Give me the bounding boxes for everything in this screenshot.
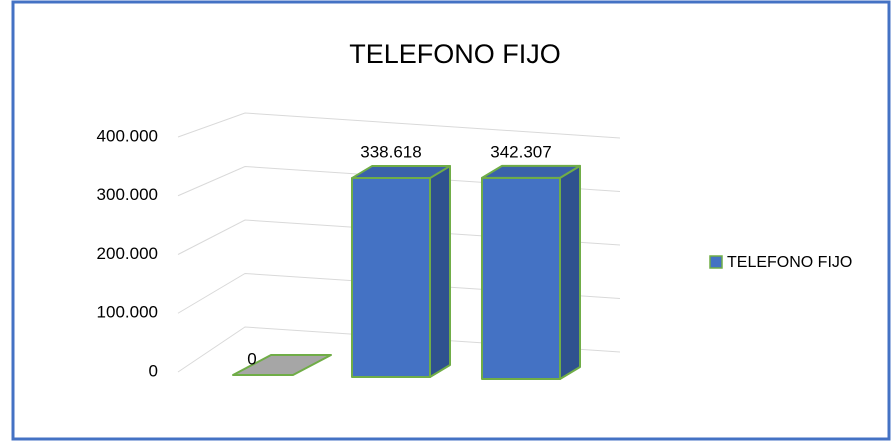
legend-swatch (709, 255, 723, 269)
bar (481, 164, 581, 380)
y-tick-label: 400.000 (97, 126, 158, 145)
chart-title: TELEFONO FIJO (349, 39, 561, 69)
bar-top (232, 354, 332, 376)
bar-front (481, 176, 561, 380)
bar-front (351, 177, 431, 378)
bar-top (481, 164, 581, 179)
y-tick-label: 0 (149, 361, 158, 380)
data-label: 0 (247, 349, 256, 368)
bar-top (351, 165, 451, 180)
bar (232, 354, 332, 376)
data-label: 338.618 (360, 143, 421, 162)
y-tick-label: 200.000 (97, 244, 158, 263)
legend-label: TELEFONO FIJO (727, 254, 852, 271)
grid-line (177, 112, 621, 139)
y-tick-label: 300.000 (97, 185, 158, 204)
y-tick-label: 100.000 (97, 303, 158, 322)
bar-side (429, 165, 451, 378)
data-label: 342.307 (490, 142, 551, 161)
bar-side (559, 164, 581, 380)
bar (351, 165, 451, 378)
